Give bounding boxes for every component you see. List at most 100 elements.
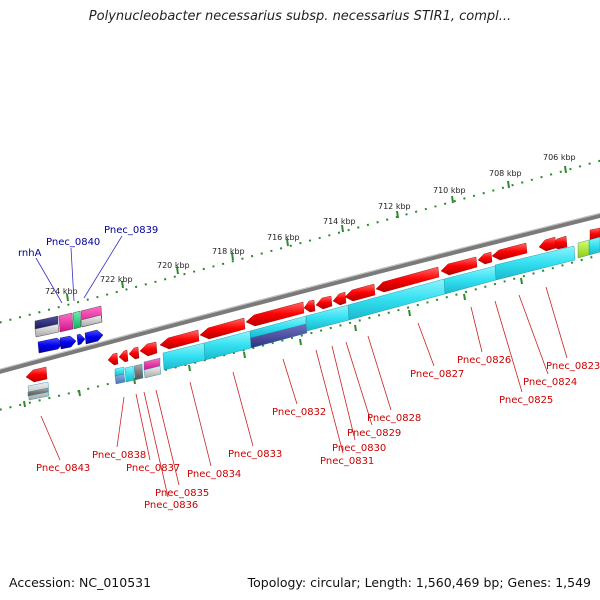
cds-pnec-0843[interactable] (25, 366, 48, 383)
gene-label[interactable]: Pnec_0826 (457, 355, 511, 366)
map-title: Polynucleobacter necessarius subsp. nece… (88, 9, 512, 24)
ruler-label: 714 kbp (323, 217, 356, 226)
inner-major-tick (299, 338, 302, 346)
feature-block[interactable] (80, 314, 103, 328)
inner-major-tick (408, 309, 411, 317)
leader-pnec-0833 (232, 371, 254, 447)
cds-pnec-0831[interactable] (315, 295, 333, 310)
cds-pnec-0830[interactable] (332, 291, 347, 306)
gene-label[interactable]: Pnec_0831 (320, 456, 374, 467)
gene-label[interactable]: Pnec_0840 (46, 237, 100, 248)
reverse-cds-track (25, 227, 600, 383)
cds-pnec-0834[interactable] (199, 317, 246, 340)
inner-major-tick (78, 389, 81, 397)
inner-major-tick (520, 277, 523, 285)
gene-label[interactable]: Pnec_0832 (272, 407, 326, 418)
ruler-label: 708 kbp (489, 169, 522, 178)
cds-pnec-0840b[interactable] (76, 333, 86, 346)
ruler-label: 722 kbp (100, 275, 133, 284)
gene-label[interactable]: Pnec_0827 (410, 369, 464, 380)
cds-pnec-0828[interactable] (375, 266, 440, 293)
inner-major-tick (133, 377, 136, 385)
ruler-major-ticks (66, 165, 567, 302)
inner-major-tick (463, 293, 466, 301)
cds-pnec-0823[interactable] (589, 227, 600, 241)
leader-pnec-0827 (417, 322, 435, 367)
outer-tick-ring (0, 159, 600, 324)
feature-block[interactable] (114, 366, 125, 377)
feature-block[interactable] (34, 323, 60, 338)
gene-label[interactable]: Pnec_0837 (126, 463, 180, 474)
ruler-label: 712 kbp (378, 202, 411, 211)
leader-pnec-0824 (518, 294, 549, 375)
cds-pnec-0832[interactable] (303, 299, 316, 313)
leader-pnec-0831 (315, 349, 344, 454)
leader-pnec-0835 (155, 389, 180, 486)
feature-block[interactable] (124, 365, 135, 383)
feature-block[interactable] (72, 310, 82, 330)
cds-pnec-0829[interactable] (344, 283, 376, 302)
cds-pnec-0838[interactable] (107, 352, 119, 366)
leader-pnec-0843 (40, 415, 61, 461)
gene-label[interactable]: Pnec_0825 (499, 395, 553, 406)
cds-pnec-0835[interactable] (139, 341, 158, 357)
cds-pnec-0837[interactable] (118, 349, 129, 363)
major-tick (66, 293, 69, 302)
cds-pnec-0833[interactable] (245, 301, 305, 327)
major-tick (507, 180, 510, 189)
gene-label[interactable]: Pnec_0823 (546, 361, 600, 372)
leader-pnec-0823 (545, 286, 568, 359)
gene-label[interactable]: Pnec_0830 (332, 443, 386, 454)
inner-major-tick (188, 364, 191, 372)
cds-rnhA[interactable] (37, 337, 64, 354)
gene-label[interactable]: Pnec_0836 (144, 500, 198, 511)
gene-label[interactable]: Pnec_0839 (104, 225, 158, 236)
gene-label[interactable]: Pnec_0833 (228, 449, 282, 460)
leader-pnec-0832 (282, 358, 298, 405)
ruler-label: 724 kbp (45, 287, 78, 296)
major-tick (341, 224, 344, 233)
leader-pnec-0826 (470, 306, 483, 353)
major-tick (451, 195, 454, 204)
feature-block[interactable] (58, 312, 74, 333)
feature-block[interactable] (588, 236, 600, 256)
feature-block[interactable] (27, 387, 49, 397)
ruler-label: 716 kbp (267, 233, 300, 242)
cds-pnec-0834b[interactable] (159, 329, 200, 350)
feature-block[interactable] (133, 363, 144, 381)
cds-pnec-0827[interactable] (440, 256, 478, 276)
feature-block[interactable] (577, 239, 590, 259)
ruler-label: 718 kbp (212, 247, 245, 256)
feature-block[interactable] (305, 304, 350, 332)
gene-label[interactable]: Pnec_0824 (523, 377, 577, 388)
cds-pnec-0826b[interactable] (477, 251, 493, 265)
cds-pnec-0840[interactable] (59, 335, 77, 350)
forward-leader-lines (35, 235, 123, 304)
cds-pnec-0836[interactable] (128, 346, 140, 360)
forward-feature-track (34, 305, 103, 338)
leader-pnec-0834 (189, 381, 212, 467)
cds-pnec-0825[interactable] (538, 236, 557, 252)
gene-label[interactable]: Pnec_0828 (367, 413, 421, 424)
forward-cds-track (37, 329, 104, 354)
gene-label[interactable]: Pnec_0838 (92, 450, 146, 461)
gene-label[interactable]: rnhA (18, 248, 42, 259)
gene-label[interactable]: Pnec_0843 (36, 463, 90, 474)
accession-text: Accession: NC_010531 (9, 575, 152, 590)
ruler-label: 706 kbp (543, 153, 576, 162)
leader-pnec-0829 (345, 341, 373, 426)
major-tick (396, 210, 399, 219)
cds-pnec-0839[interactable] (84, 329, 104, 345)
major-tick (121, 280, 124, 289)
gene-label[interactable]: Pnec_0834 (187, 469, 241, 480)
genome-backbone-highlight (0, 212, 600, 370)
feature-block[interactable] (143, 365, 162, 379)
gene-label[interactable]: Pnec_0829 (347, 428, 401, 439)
gene-label[interactable]: Pnec_0835 (155, 488, 209, 499)
feature-block[interactable] (162, 342, 206, 371)
leader-pnec-0830 (331, 345, 356, 441)
cds-pnec-0826[interactable] (491, 242, 528, 261)
inner-major-tick (23, 400, 26, 408)
leader-pnec-0840 (70, 247, 75, 302)
inner-major-tick (243, 351, 246, 359)
